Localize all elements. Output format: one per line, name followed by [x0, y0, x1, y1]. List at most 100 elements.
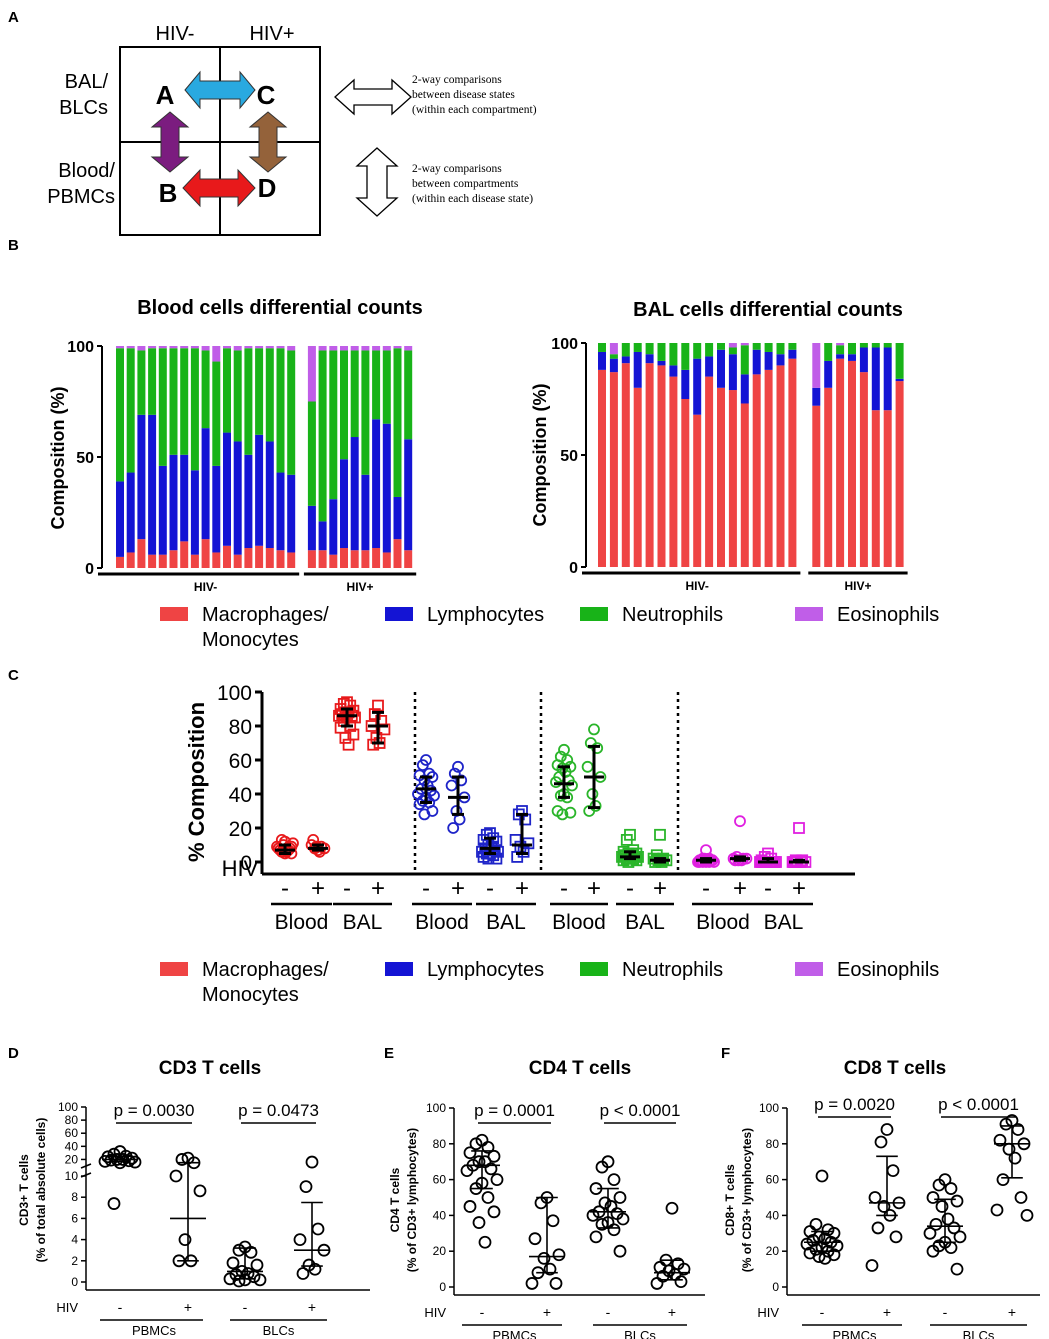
y-tick-label: 20	[766, 1244, 780, 1258]
bar-segment	[340, 459, 348, 549]
hiv-sign: +	[587, 875, 601, 902]
y-tick-label: 80	[65, 1113, 79, 1127]
bar-segment	[609, 343, 618, 355]
blood-chart-title: Blood cells differential counts	[137, 297, 423, 319]
bar-segment	[740, 374, 749, 404]
data-point	[827, 1226, 841, 1240]
legend-label: Neutrophils	[622, 604, 723, 626]
note1-line2: between disease states	[412, 89, 515, 101]
data-point	[455, 774, 468, 787]
data-point	[581, 760, 594, 773]
data-point	[871, 1221, 885, 1235]
data-point	[865, 1259, 879, 1272]
bar-segment	[848, 354, 856, 361]
data-point	[926, 1191, 940, 1204]
blood-y-label: Composition (%)	[48, 387, 68, 530]
note2-line3: (within each disease state)	[412, 193, 533, 205]
data-point	[413, 798, 426, 811]
bar-segment	[705, 356, 714, 377]
bar-segment	[609, 354, 618, 359]
bal-stacked-bars: 0 50 100 HIV- HIV+	[551, 336, 908, 593]
y-tick-label: 80	[433, 1137, 447, 1151]
bar-segment	[190, 348, 199, 471]
panel-c-letter: C	[8, 667, 19, 684]
bar-segment	[740, 345, 749, 375]
data-point	[537, 1251, 551, 1265]
bar-segment	[276, 348, 285, 473]
row-bal-label-2: BLCs	[59, 97, 108, 119]
legend-swatch	[580, 962, 608, 976]
legend-swatch	[160, 607, 188, 621]
data-point	[868, 1191, 882, 1204]
data-point	[874, 1135, 888, 1149]
f-y-label-2: (% of CD3+ lymphocytes)	[740, 1128, 754, 1272]
data-point	[589, 1230, 603, 1244]
bar-segment	[212, 465, 221, 553]
data-point	[650, 1277, 664, 1290]
bar-segment	[382, 350, 391, 424]
f-title: CD8 T cells	[844, 1058, 946, 1079]
bar-segment	[212, 361, 221, 466]
bar-segment	[859, 343, 868, 348]
bar-segment	[859, 372, 868, 567]
data-point	[175, 1153, 189, 1166]
hiv-sign: +	[515, 875, 529, 902]
data-point	[490, 1173, 504, 1186]
data-point	[546, 1214, 560, 1228]
bar-segment	[265, 548, 274, 568]
bar-segment	[681, 343, 690, 370]
data-point	[1020, 1209, 1034, 1222]
data-point	[463, 1200, 477, 1213]
legend-horizontal-arrow	[334, 78, 412, 116]
data-point	[418, 808, 431, 821]
hiv-sign: +	[184, 1299, 192, 1315]
bar-segment	[657, 343, 666, 361]
data-point	[469, 1137, 483, 1151]
y-tick-label: 10	[65, 1169, 79, 1183]
panel-e-letter: E	[384, 1045, 394, 1062]
data-point	[552, 1248, 566, 1262]
y-tick-label: 40	[433, 1208, 447, 1222]
data-point	[595, 1160, 609, 1174]
bar-segment	[190, 470, 199, 555]
bar-segment	[717, 343, 725, 350]
panel-d: D CD3 T cells CD3+ T cells (% of total a…	[8, 1045, 370, 1338]
y-tick-label: 40	[229, 784, 252, 807]
bar-segment	[180, 541, 189, 568]
data-point	[935, 1200, 949, 1213]
y-tick-label: 20	[433, 1244, 447, 1258]
data-point	[591, 742, 604, 754]
bar-segment	[883, 410, 892, 567]
axis-break-mark	[80, 1163, 92, 1169]
bar-segment	[244, 346, 253, 349]
cell-letter-b: B	[159, 178, 178, 208]
bar-segment	[223, 348, 231, 433]
hiv-sign: +	[543, 1304, 551, 1320]
data-point	[549, 1277, 563, 1290]
data-point	[525, 1277, 539, 1290]
bar-segment	[287, 346, 296, 351]
bar-segment	[201, 350, 210, 429]
bar-segment	[824, 360, 833, 388]
y-tick-label: 8	[71, 1190, 78, 1204]
data-point	[993, 1133, 1007, 1147]
p-value: p < 0.0001	[600, 1101, 681, 1120]
bar-segment	[764, 369, 773, 567]
legend-label: Lymphocytes	[427, 959, 544, 981]
bar-segment	[859, 347, 868, 373]
data-point	[226, 1256, 240, 1270]
bar-segment	[598, 369, 606, 567]
bar-segment	[116, 556, 124, 568]
legend-label: Eosinophils	[837, 959, 939, 981]
p-value: p = 0.0001	[474, 1101, 555, 1120]
bar-segment	[372, 419, 381, 549]
group-label: HIV-	[194, 580, 217, 594]
data-point	[308, 1262, 322, 1276]
bar-segment	[137, 346, 146, 351]
legend-label: Eosinophils	[837, 604, 939, 626]
compartment-label: PBMCs	[492, 1328, 537, 1339]
bar-segment	[307, 401, 316, 506]
data-point	[339, 732, 352, 744]
